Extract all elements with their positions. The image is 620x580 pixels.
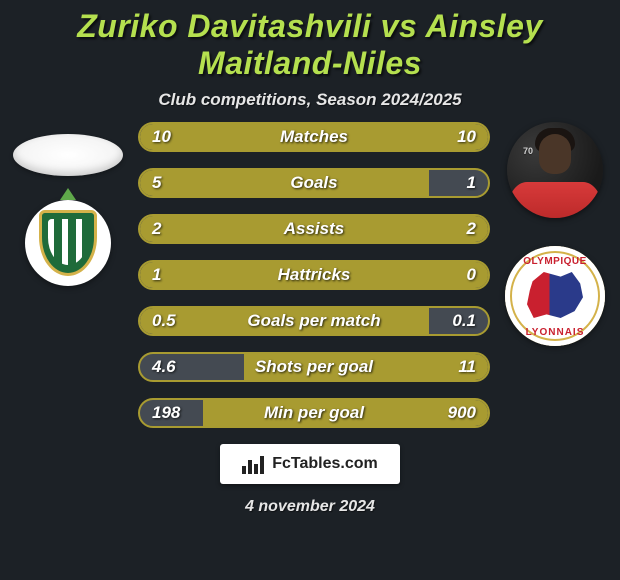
stat-row: 51Goals: [138, 168, 490, 198]
ol-badge-top-text: OLYMPIQUE: [505, 256, 605, 267]
left-column: [0, 122, 135, 286]
stat-label: Assists: [140, 219, 488, 239]
player-right-avatar: 70: [507, 122, 603, 218]
stat-row: 1010Matches: [138, 122, 490, 152]
player-right-club-badge: OLYMPIQUE LYONNAIS: [505, 246, 605, 346]
stat-row: 198900Min per goal: [138, 398, 490, 428]
stat-label: Shots per goal: [140, 357, 488, 377]
stat-label: Hattricks: [140, 265, 488, 285]
comparison-main: 70 OLYMPIQUE LYONNAIS 1010Matches 51Goals…: [0, 122, 620, 428]
stat-label: Min per goal: [140, 403, 488, 423]
stat-row: 0.50.1Goals per match: [138, 306, 490, 336]
player-left-avatar: [13, 134, 123, 176]
stat-row: 22Assists: [138, 214, 490, 244]
jersey-number: 70: [523, 146, 533, 156]
jersey-icon: [507, 182, 603, 218]
stat-bars: 1010Matches 51Goals 22Assists 10Hattricks 0.…: [138, 122, 490, 428]
right-column: 70 OLYMPIQUE LYONNAIS: [490, 122, 620, 346]
footer-brand-badge: FcTables.com: [220, 444, 400, 484]
bar-chart-icon: [242, 454, 266, 474]
page-subtitle: Club competitions, Season 2024/2025: [0, 88, 620, 122]
player-left-club-badge: [25, 200, 111, 286]
stat-label: Goals per match: [140, 311, 488, 331]
stat-row: 10Hattricks: [138, 260, 490, 290]
stat-row: 4.611Shots per goal: [138, 352, 490, 382]
footer-date: 4 november 2024: [0, 498, 620, 516]
avatar-head: [539, 134, 571, 174]
ol-badge-bottom-text: LYONNAIS: [505, 327, 605, 338]
footer-brand-text: FcTables.com: [272, 455, 378, 473]
stat-label: Goals: [140, 173, 488, 193]
page-title: Zuriko Davitashvili vs Ainsley Maitland-…: [0, 0, 620, 88]
ol-lion-icon: [527, 272, 583, 318]
stat-label: Matches: [140, 127, 488, 147]
asse-shield-icon: [39, 210, 97, 276]
